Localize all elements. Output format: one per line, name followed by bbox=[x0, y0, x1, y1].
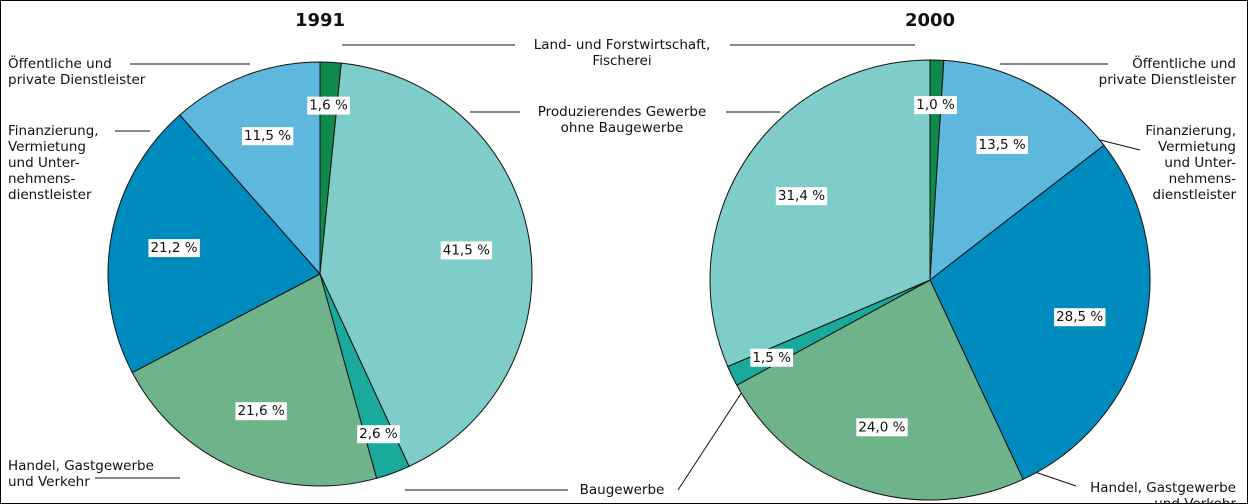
data-label: 24,0 % bbox=[858, 419, 905, 435]
pie-slice bbox=[319, 62, 533, 468]
data-label: 1,0 % bbox=[916, 97, 955, 113]
data-label: 13,5 % bbox=[979, 137, 1026, 153]
category-label: Finanzierung, Vermietung und Unter-nehmens… bbox=[1145, 123, 1236, 203]
data-label-bg bbox=[440, 241, 493, 260]
data-label: 2,6 % bbox=[359, 426, 398, 442]
pie-slice bbox=[929, 144, 1151, 480]
category-label: Öffentliche und private Dienstleister bbox=[8, 54, 146, 88]
data-label-bg bbox=[750, 348, 794, 367]
pie-slice bbox=[929, 59, 1105, 282]
data-label: 11,5 % bbox=[244, 128, 291, 144]
category-label: Öffentliche und private Dienstleister bbox=[1099, 54, 1237, 88]
category-label: Finanzierung, Vermietung und Unter-nehmens… bbox=[8, 123, 99, 203]
data-label-bg bbox=[775, 187, 828, 206]
data-label-bg bbox=[1054, 308, 1106, 327]
data-label: 21,2 % bbox=[150, 240, 197, 256]
category-label: Produzierendes Gewerbe ohne Baugewerbe bbox=[538, 104, 707, 136]
leader-lines bbox=[95, 44, 1141, 491]
data-label-bg bbox=[976, 135, 1028, 154]
data-label-bg bbox=[914, 96, 957, 115]
data-label-bg bbox=[357, 425, 400, 444]
data-label-bg bbox=[235, 402, 287, 421]
category-label: Handel, Gastgewerbe und Verkehr bbox=[1090, 480, 1236, 504]
data-label-bg bbox=[307, 96, 350, 115]
pie-slice bbox=[736, 279, 1024, 501]
pie-slice bbox=[179, 61, 321, 276]
category-label: Baugewerbe bbox=[580, 482, 665, 498]
data-label-bg bbox=[856, 418, 908, 437]
data-label: 31,4 % bbox=[778, 188, 825, 204]
pie-slice bbox=[131, 273, 378, 487]
category-label: Land- und Forstwirtschaft, Fischerei bbox=[534, 37, 711, 69]
data-label-bg bbox=[148, 239, 200, 258]
data-label-bg bbox=[241, 127, 294, 146]
data-label: 21,6 % bbox=[237, 403, 284, 419]
data-label: 41,5 % bbox=[443, 242, 490, 258]
data-label: 1,5 % bbox=[752, 350, 791, 366]
pie-slice bbox=[709, 59, 931, 368]
pie-slice bbox=[107, 114, 321, 374]
category-label: Handel, Gastgewerbe und Verkehr bbox=[8, 458, 154, 490]
chart-title: 2000 bbox=[905, 10, 955, 31]
data-label: 28,5 % bbox=[1056, 309, 1103, 325]
data-label: 1,6 % bbox=[309, 98, 348, 114]
chart-title: 1991 bbox=[295, 10, 345, 31]
